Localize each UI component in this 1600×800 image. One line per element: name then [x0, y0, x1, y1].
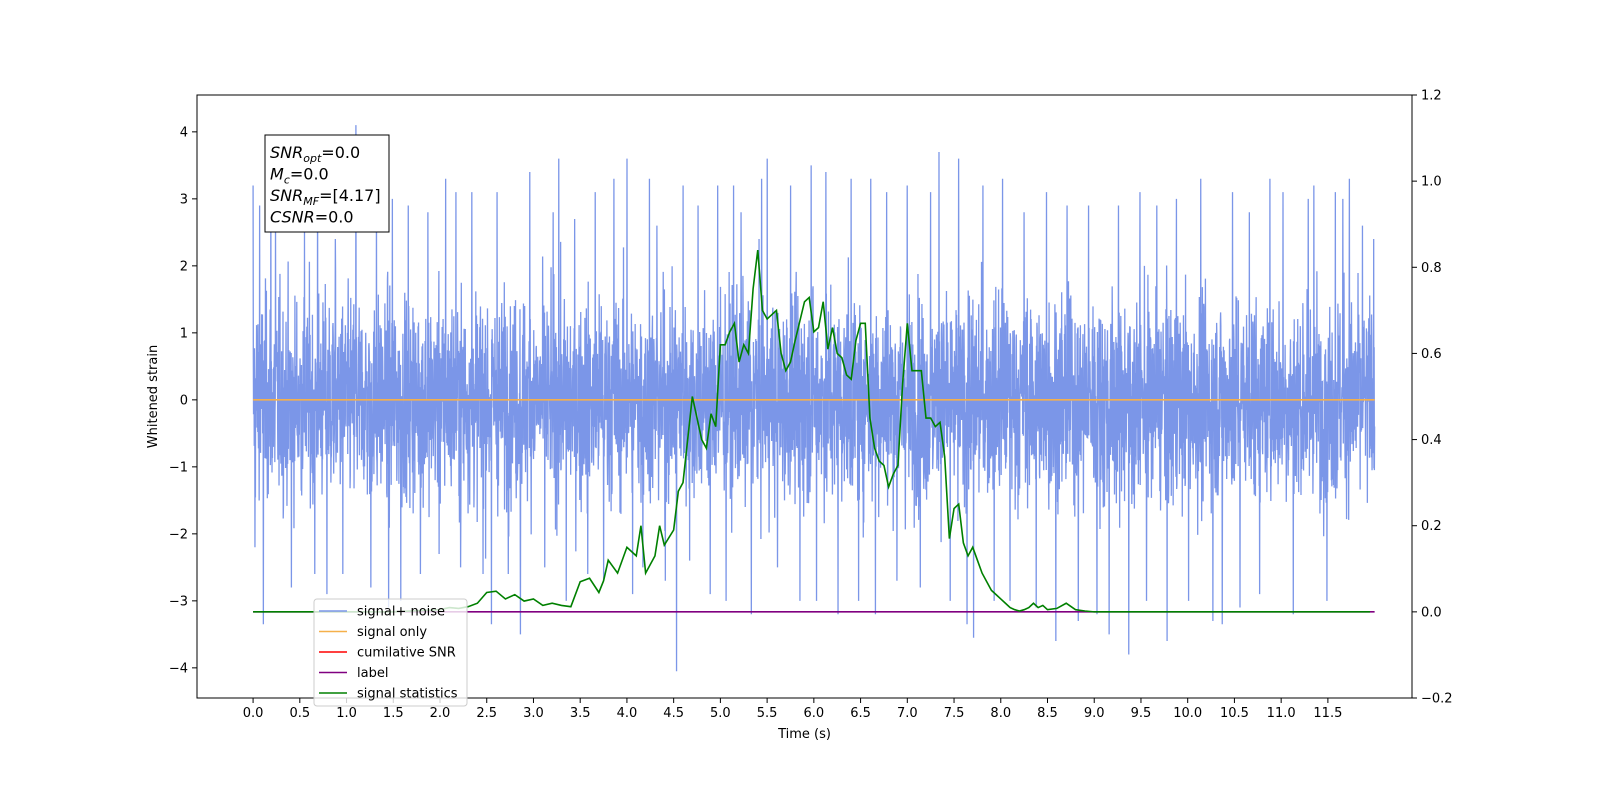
y2-tick-label: 0.4 [1421, 433, 1442, 448]
x-tick-label: 11.5 [1313, 706, 1342, 721]
x-tick-label: 6.5 [850, 706, 871, 721]
signal-noise-line [252, 125, 1376, 672]
x-tick-label: 7.0 [897, 706, 918, 721]
y2-tick-label: 0.0 [1421, 605, 1442, 620]
annotation-line: Mc=0.0 [270, 165, 329, 187]
y-tick-label: −4 [169, 661, 188, 676]
x-tick-label: 2.0 [430, 706, 451, 721]
y-tick-label: 3 [180, 192, 188, 207]
line-signal-statistics [253, 249, 1370, 613]
x-tick-label: 3.0 [523, 706, 544, 721]
x-axis-label: Time (s) [777, 727, 831, 742]
x-tick-label: 4.0 [617, 706, 638, 721]
y2-tick-label: 0.2 [1421, 519, 1442, 534]
series-signal-noise [252, 125, 1376, 672]
legend: signal+ noise signal only cumilative SNR la… [313, 598, 468, 707]
x-tick-label: 1.0 [336, 706, 357, 721]
x-tick-label: 7.5 [944, 706, 965, 721]
y2-tick-label: 1.0 [1421, 175, 1442, 190]
legend-label-cumilative-snr: cumilative SNR [357, 646, 456, 661]
x-axis: 0.0 0.5 1.0 1.5 2.0 2.5 3.0 3.5 4.0 4.5 5.0 5.5 6.0 6… [243, 698, 1342, 721]
y2-tick-label: 0.8 [1421, 261, 1442, 276]
x-tick-label: 9.0 [1084, 706, 1105, 721]
y-tick-label: 4 [180, 125, 188, 140]
x-tick-label: 8.0 [990, 706, 1011, 721]
legend-label-signal-noise: signal+ noise [357, 605, 445, 620]
y-axis-right: 1.2 1.0 0.8 0.6 0.4 0.2 0.0 −0.2 [1412, 89, 1453, 707]
x-tick-label: 10.0 [1173, 706, 1202, 721]
y-tick-label: −2 [169, 527, 188, 542]
x-tick-label: 2.5 [476, 706, 497, 721]
x-tick-label: 5.0 [710, 706, 731, 721]
y-tick-label: −3 [169, 594, 188, 609]
y2-tick-label: 1.2 [1421, 89, 1442, 104]
legend-label-label: label [357, 666, 388, 681]
plot-area [252, 125, 1376, 672]
x-tick-label: 6.0 [804, 706, 825, 721]
axes-frame [196, 94, 1413, 699]
x-tick-label: 8.5 [1037, 706, 1058, 721]
annotation-frame [264, 134, 390, 233]
annotation-line: SNRopt=0.0 [270, 143, 360, 165]
x-tick-label: 9.5 [1131, 706, 1152, 721]
legend-frame [313, 598, 468, 707]
y-tick-label: −1 [169, 460, 188, 475]
x-tick-label: 0.5 [289, 706, 310, 721]
x-tick-label: 4.5 [663, 706, 684, 721]
y-tick-label: 2 [180, 259, 188, 274]
legend-label-signal-statistics: signal statistics [357, 687, 458, 702]
y-tick-label: 0 [180, 393, 188, 408]
y2-tick-label: 0.6 [1421, 347, 1442, 362]
x-tick-label: 1.5 [383, 706, 404, 721]
y2-tick-label: −0.2 [1421, 692, 1453, 707]
annotation-line: SNRMF=[4.17] [270, 186, 381, 208]
y-tick-label: 1 [180, 326, 188, 341]
x-tick-label: 5.5 [757, 706, 778, 721]
x-tick-label: 10.5 [1220, 706, 1249, 721]
legend-label-signal-only: signal only [357, 625, 427, 640]
x-tick-label: 3.5 [570, 706, 591, 721]
annotation-line: CSNR=0.0 [270, 208, 354, 227]
y-axis-label: Whitened strain [146, 345, 161, 448]
y-axis-left: 4 3 2 1 0 −1 −2 −3 −4 [169, 125, 197, 676]
x-tick-label: 0.0 [243, 706, 264, 721]
x-tick-label: 11.0 [1267, 706, 1296, 721]
